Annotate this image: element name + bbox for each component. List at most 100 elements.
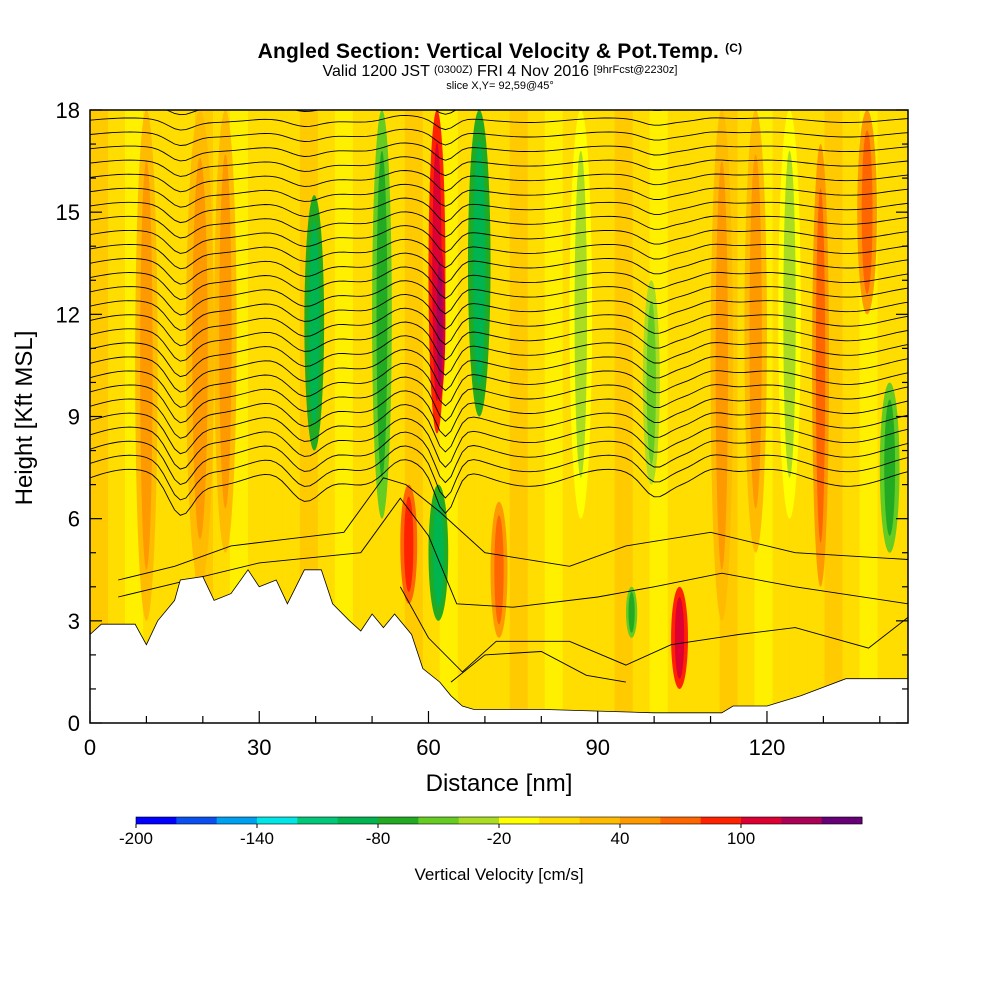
colorbar-tick-label: 40 [611,829,630,848]
isotherm-line [90,431,908,486]
y-tick-label: 6 [68,507,80,532]
y-axis-label: Height [Kft MSL] [11,331,38,506]
isotherm-line [90,376,908,424]
title-mark: (C) [725,41,743,55]
chart-title: Angled Section: Vertical Velocity & Pot.… [257,40,743,63]
colorbar-swatch [660,817,702,824]
chart-subtitle: Valid 1200 JST (0300Z) FRI 4 Nov 2016 [9… [322,63,678,80]
isotherm-line [90,266,908,301]
slice-label: slice X,Y= 92,59@45° [446,80,554,92]
colorbar-swatch [176,817,218,824]
terrain-shape [89,569,909,724]
colorbar-swatch [216,817,258,824]
velocity-cell-core [574,150,588,478]
isotherm-line-lower [450,651,626,683]
shading-stripe [824,110,843,723]
isotherm-line-lower [118,497,908,608]
velocity-cell-core [749,154,762,509]
colorbar-swatch [458,817,500,824]
isotherm-line [90,307,908,347]
isotherm-line [90,445,908,501]
velocity-cell-core [646,300,656,465]
isotherm-line [90,321,908,362]
velocity-cell-core [404,496,414,592]
y-tick-label: 3 [68,609,80,634]
potential-temperature-contours [90,88,908,683]
isotherm-line [90,156,908,177]
isotherm-line [90,362,908,408]
colorbar-swatch [337,817,379,824]
velocity-cell-core [473,140,486,386]
velocity-cell-core [715,161,729,570]
velocity-cell-core [140,161,153,570]
velocity-cell-core [674,596,685,679]
velocity-cell-core [308,220,320,426]
valid-zulu: (0300Z) [434,64,473,76]
shading-stripe [614,110,633,723]
terrain-mask [89,569,909,724]
isotherm-line [90,114,908,131]
colorbar-swatch [257,817,298,824]
isotherm-line-lower [118,477,908,581]
colorbar-swatch [499,817,540,824]
forecast-label: [9hrFcst@2230z] [593,64,678,76]
x-axis-label: Distance [nm] [426,770,573,797]
y-tick-label: 12 [56,302,80,327]
isotherm-line [90,142,908,162]
y-tick-label: 18 [56,98,80,123]
isotherm-line [90,128,908,146]
isotherm-line-lower [399,586,908,673]
shading-stripe [334,110,353,723]
isotherm-line [90,293,908,331]
velocity-cell-core [628,591,635,633]
velocity-cell-core [494,515,504,625]
colorbar-swatch [378,817,419,824]
isotherm-line [90,390,908,439]
velocity-cell-core [219,154,232,509]
isotherm-line [90,225,908,254]
colorbar-tick-label: -80 [366,829,391,848]
x-tick-label: 120 [749,735,786,760]
x-tick-label: 0 [84,735,96,760]
isotherm-line [90,252,908,285]
chart-title-block: Angled Section: Vertical Velocity & Pot.… [0,36,1000,92]
y-tick-label: 15 [56,200,80,225]
colorbar-swatch [418,817,460,824]
shading-stripe [159,110,179,723]
isotherm-line [90,459,908,516]
y-tick-label: 0 [68,711,80,736]
isotherm-line [90,238,908,270]
isotherm-line [90,197,908,224]
isotherm-line [90,404,908,455]
colorbar-tick-label: 100 [727,829,755,848]
colorbar-label: Vertical Velocity [cm/s] [414,865,583,884]
colorbar-swatch [579,817,621,824]
colorbar-swatch [297,817,339,824]
x-tick-label: 30 [247,735,271,760]
velocity-cell-core [192,157,208,540]
shading-stripe [509,110,528,723]
x-tick-label: 60 [416,735,440,760]
isotherm-line [90,88,908,99]
isotherm-line [90,170,908,193]
x-tick-label: 90 [585,735,609,760]
velocity-cell-core [432,498,444,608]
colorbar-swatch [741,817,782,824]
x-axis: 0 30 60 90 120 [84,711,881,760]
colorbar-tick-label: -140 [240,829,274,848]
isotherm-line [90,335,908,378]
colorbar: -200 -140 -80 -20 40 100 [119,816,863,848]
isotherm-line [90,183,908,208]
colorbar-swatch [700,817,742,824]
isotherm-line [90,211,908,239]
shading-stripe [684,110,703,723]
colorbar-swatch [821,817,863,824]
colorbar-swatch [539,817,581,824]
velocity-cell-core [376,150,388,478]
colorbar-swatch [136,817,177,824]
colorbar-tick-label: -200 [119,829,153,848]
shading-stripe [544,110,563,723]
colorbar-tick-label: -20 [487,829,512,848]
isotherm-line [90,349,908,393]
